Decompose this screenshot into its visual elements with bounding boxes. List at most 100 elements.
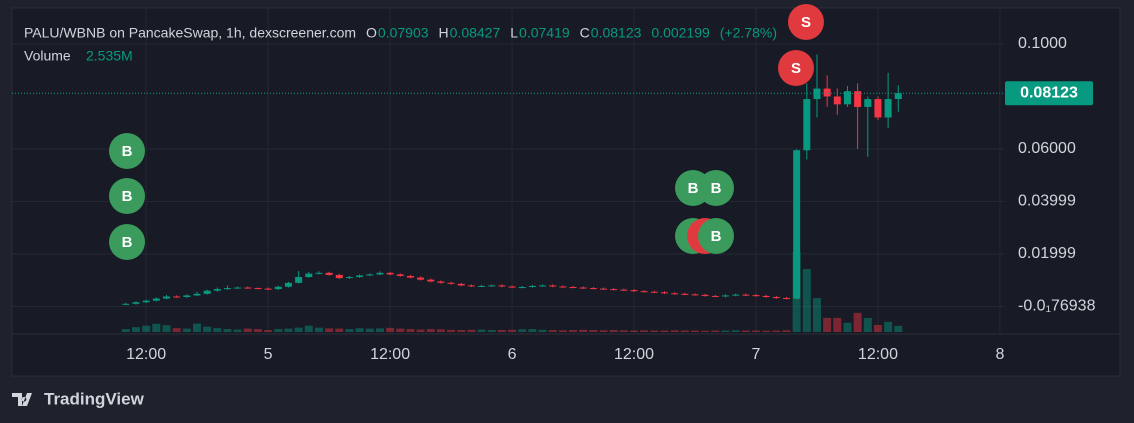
volume-bar [691,330,700,332]
volume-bar [325,328,334,332]
volume-bar [172,328,181,332]
candle-body [162,296,170,299]
volume-bar [630,330,639,332]
volume-bar [762,330,771,332]
candle-body [284,282,292,287]
candle-body [803,99,811,151]
y-tick-label: 0.03999 [1018,193,1076,210]
candle-body [173,296,181,298]
x-tick-label: 8 [995,346,1004,363]
volume-bar [264,330,273,332]
y-tick-label: -0.0₁76938 [1018,298,1096,315]
volume-bar [670,330,679,332]
candle-body [630,290,638,292]
ohlc-letter: C [580,25,590,41]
candle-body [406,275,414,278]
volume-bar [304,325,313,332]
candle-body [894,93,902,100]
candle-body [335,274,343,279]
x-tick-label: 5 [264,346,273,363]
candle-body [142,300,150,303]
candles [122,54,902,306]
candle-body [254,288,262,290]
volume-pane [121,252,903,332]
y-tick-label: 0.01999 [1018,245,1076,262]
candle-body [762,295,770,297]
volume-bar [142,325,151,332]
volume-bar [335,328,344,332]
volume-bar [711,330,720,332]
volume-bar [162,325,171,332]
volume-bar [701,330,710,332]
candle-body [264,288,272,290]
candle-body [132,302,140,304]
volume-bar [457,330,466,332]
marker-label: B [122,143,133,160]
candle-body [864,99,872,107]
volume-bar [548,330,557,332]
ohlc-value: 0.08123 [591,25,642,41]
x-tick-label: 6 [508,346,517,363]
volume-bar [233,329,242,332]
volume-label: Volume [24,48,71,64]
volume-value: 2.535M [86,48,133,64]
volume-bar [314,327,323,332]
volume-bar [386,327,395,332]
candle-body [203,290,211,294]
candle-body [732,294,740,296]
ohlc-letter: H [439,25,449,41]
volume-bar [609,330,618,332]
symbol-title: PALU/WBNB on PancakeSwap, 1h, dexscreene… [24,25,356,41]
candle-body [498,285,506,287]
candle-body [417,277,425,280]
volume-bar [599,330,608,332]
volume-bar [538,329,547,332]
volume-bar [416,329,425,332]
volume-bar [213,328,222,332]
candle-body [884,99,892,118]
candle-body [244,287,252,289]
candle-body [752,295,760,297]
candle-body [589,288,597,290]
candle-body [356,275,364,278]
volume-bar [355,328,364,332]
candle-body [569,287,577,289]
volume-bar [640,330,649,332]
candle-body [122,303,130,305]
volume-bar [894,325,903,332]
volume-bar [508,329,517,332]
candle-body [701,294,709,296]
candle-body [549,285,557,287]
candle-body [650,291,658,293]
ohlc-value: 0.07903 [378,25,429,41]
x-tick-label: 12:00 [858,346,898,363]
candle-body [234,287,242,289]
volume-bar [884,321,893,332]
ohlc-letter: L [510,25,518,41]
volume-bar [345,329,354,332]
marker-bubble [698,218,734,254]
x-tick-label: 12:00 [126,346,166,363]
volume-bar [182,328,191,332]
candle-body [579,287,587,289]
marker-label: B [711,180,722,197]
candle-body [508,286,516,288]
candle-body [396,274,404,276]
volume-bar [802,268,811,332]
candle-body [559,286,567,288]
volume-bar [528,329,537,332]
volume-bar [365,328,374,332]
change: 0.002199 [651,25,710,41]
marker-bubble [109,133,145,169]
candle-body [528,285,536,288]
candle-body [295,277,303,283]
volume-bar [284,328,293,332]
candle-body [457,283,465,286]
logo-icon [12,393,32,406]
volume-bar [192,323,201,332]
volume-bar [274,329,283,332]
volume-bar [772,330,781,332]
trade-markers: BBBBBBBSS [109,4,824,260]
marker-bubble [788,4,824,40]
